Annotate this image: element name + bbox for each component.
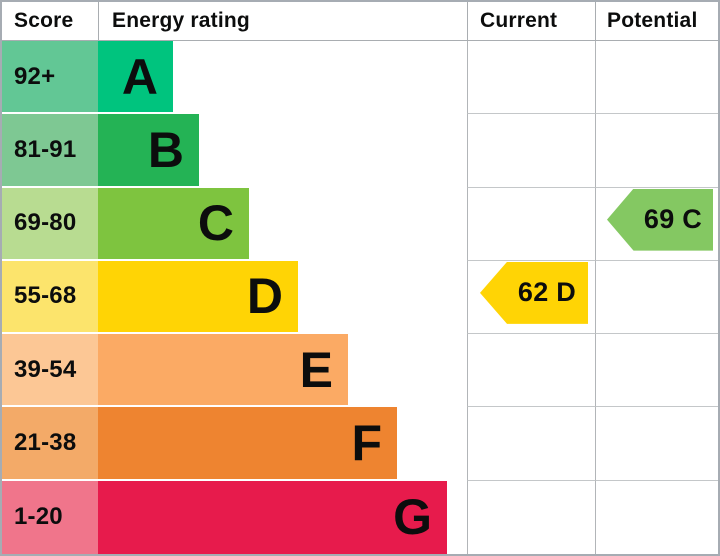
- band-bar-f: F: [98, 407, 397, 479]
- potential-cell-c: 69 C: [595, 187, 718, 261]
- band-row-e: 39-54 E: [2, 334, 718, 408]
- current-cell-g: [467, 480, 595, 554]
- header-energy-rating: Energy rating: [98, 2, 467, 40]
- band-bar-a: A: [98, 41, 173, 113]
- score-range-c: 69-80: [2, 187, 98, 259]
- current-rating-arrow: 62 D: [480, 261, 588, 324]
- score-range-d: 55-68: [2, 260, 98, 333]
- current-cell-f: [467, 407, 595, 481]
- band-row-d: 55-68 D 62 D: [2, 260, 718, 335]
- current-cell-b: [467, 114, 595, 188]
- current-cell-d: 62 D: [467, 260, 595, 335]
- potential-cell-e: [595, 334, 718, 408]
- score-range-e: 39-54: [2, 334, 98, 406]
- band-bar-d: D: [98, 260, 298, 333]
- chart-header-row: Score Energy rating Current Potential: [2, 2, 718, 41]
- score-range-f: 21-38: [2, 407, 98, 479]
- band-bar-b: B: [98, 114, 199, 186]
- header-potential: Potential: [595, 2, 718, 40]
- potential-cell-b: [595, 114, 718, 188]
- potential-rating-arrow: 69 C: [607, 188, 713, 251]
- band-row-f: 21-38 F: [2, 407, 718, 481]
- current-cell-e: [467, 334, 595, 408]
- band-row-c: 69-80 C 69 C: [2, 187, 718, 261]
- score-range-g: 1-20: [2, 480, 98, 554]
- current-cell-a: [467, 41, 595, 115]
- band-bar-c: C: [98, 187, 249, 259]
- potential-cell-d: [595, 260, 718, 335]
- band-bar-g: G: [98, 480, 447, 554]
- score-range-a: 92+: [2, 41, 98, 113]
- header-current: Current: [467, 2, 595, 40]
- current-cell-c: [467, 187, 595, 261]
- potential-cell-a: [595, 41, 718, 115]
- band-row-a: 92+ A: [2, 41, 718, 115]
- band-bar-e: E: [98, 334, 348, 406]
- band-row-g: 1-20 G: [2, 480, 718, 554]
- band-row-b: 81-91 B: [2, 114, 718, 188]
- potential-cell-g: [595, 480, 718, 554]
- potential-cell-f: [595, 407, 718, 481]
- score-range-b: 81-91: [2, 114, 98, 186]
- header-score: Score: [14, 9, 74, 32]
